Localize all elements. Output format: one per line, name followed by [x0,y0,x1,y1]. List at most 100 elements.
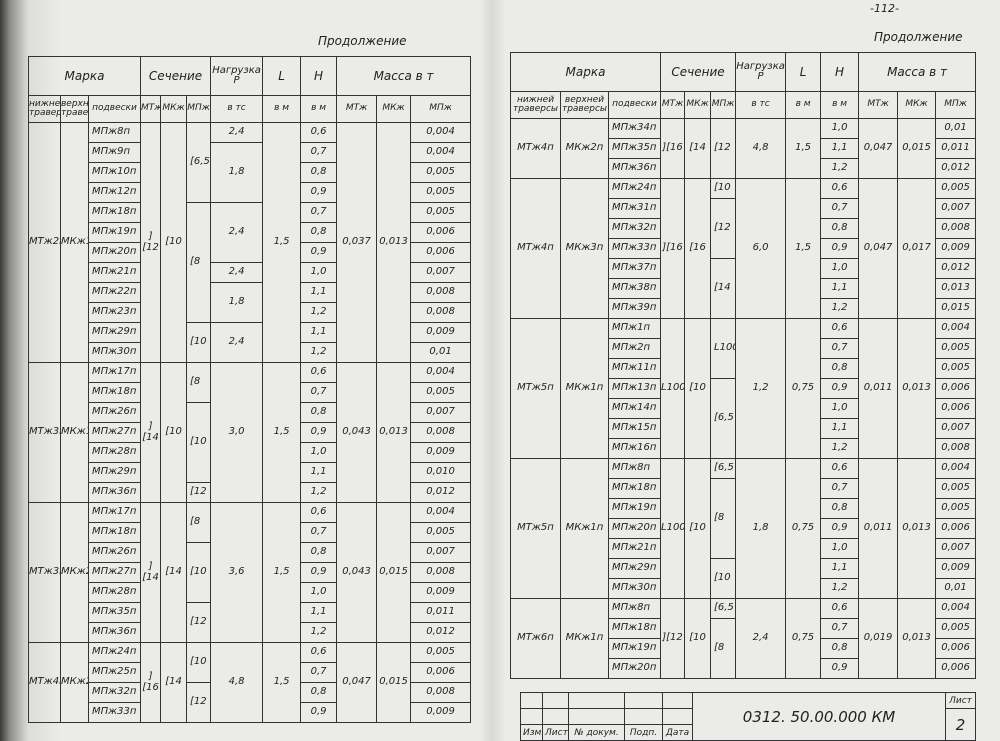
row: МПж16п 1,2 0,008 [511,438,977,459]
mass-mp: 0,005 [410,382,472,403]
mass-mp: 0,007 [410,402,472,423]
mark-lower: МТж5п [510,458,561,599]
height: 0,8 [300,162,338,183]
height: 1,0 [300,442,338,463]
height: 0,6 [300,642,338,663]
column-header: Сечение [140,56,212,96]
load: 4,8 [735,118,787,179]
section-mp: [8 [710,478,737,559]
section-mt: ][16 [140,642,162,723]
mark-lower: МТж5п [510,318,561,459]
mass-mp: 0,006 [935,518,977,539]
row: МПж36п 1,2 0,012 [511,158,977,179]
mark-sub: МПж17п [87,362,142,383]
height: 0,8 [300,682,338,703]
mark-sub: МПж36п [607,158,662,179]
mass-mp: 0,005 [935,338,977,359]
load: 1,2 [735,318,787,459]
height: 1,2 [300,622,338,643]
mark-sub: МПж18п [87,382,142,403]
height: 0,8 [300,402,338,423]
mass-mp: 0,007 [410,262,472,283]
mark-lower: МТж2п [28,122,61,363]
row: Марка Сечение Нагрузка P L H Масса в т [509,52,977,92]
section-mp: [8 [186,202,212,323]
column-header: L [785,52,822,92]
mark-sub: МПж9п [87,142,142,163]
section-mk: [14 [684,118,712,179]
row: МПж14п 1,0 0,006 [511,398,977,419]
section-mt: ][14 [140,502,162,643]
section-mp: [6,5 [710,378,737,459]
mass-mk: 0,013 [376,362,412,503]
mark-sub: МПж19п [607,638,662,659]
height: 0,7 [300,202,338,223]
row: МПж22п 1,8 1,1 0,008 [29,282,472,323]
section-mt: ][12 [660,598,686,679]
mark-sub: МПж19п [87,222,142,243]
height: 0,9 [300,422,338,443]
mass-mk: 0,013 [376,122,412,363]
column-header: в м [820,91,860,119]
row: МПж30п 1,2 0,01 [511,578,977,599]
load: 2,4 [735,598,787,679]
mark-upper: МКж2п [60,502,89,643]
column-header: H [300,56,338,96]
height: 1,1 [820,418,860,439]
mark-sub: МПж25п [87,662,142,683]
load: 1,8 [210,282,264,323]
mark-sub: МПж37п [607,258,662,279]
page-number: -112- [870,2,899,15]
mass-mp: 0,009 [410,442,472,463]
length: 1,5 [262,502,302,643]
row: МПж35п 1,1 0,011 [511,138,977,159]
column-header: подвески [607,91,662,119]
mass-mp: 0,006 [935,398,977,419]
mark-lower: МТж3п [28,502,61,643]
mark-upper: МКж1п [560,458,609,599]
column-header: Масса в т [858,52,977,92]
load: 2,4 [210,122,264,143]
mass-mp: 0,011 [410,602,472,623]
mass-mp: 0,004 [935,318,977,339]
mark-sub: МПж31п [607,198,662,219]
row: МПж19п 0,8 0,006 [29,222,472,243]
length: 1,5 [262,122,302,363]
height: 0,9 [820,238,860,259]
mark-sub: МПж2п [607,338,662,359]
column-header: нижней траверсы [28,95,61,123]
mass-mp: 0,006 [935,638,977,659]
mass-mp: 0,005 [410,522,472,543]
height: 0,8 [820,218,860,239]
column-header: в тс [210,95,264,123]
label: Подп. [624,724,663,741]
title-block: 0312. 50.00.000 КМ Лист 2 Изм. Лист № докум… [520,692,976,741]
section-mp: [10 [186,402,212,483]
mass-mp: 0,005 [410,182,472,203]
mass-mp: 0,008 [410,422,472,443]
height: 0,9 [820,658,860,679]
section-mt: ][16 [660,118,686,179]
column-header: МТж [660,91,686,119]
mass-mp: 0,009 [935,238,977,259]
section-mp: [12 [710,198,737,259]
section-mp: [6,5 [710,458,737,479]
mark-sub: МПж38п [607,278,662,299]
height: 1,1 [300,322,338,343]
row: МПж2п 0,7 0,005 [511,338,977,359]
label: Дата [662,724,693,741]
height: 1,2 [300,482,338,503]
section-mt: L100×8 [660,458,686,599]
mark-sub: МПж35п [607,138,662,159]
mass-mp: 0,015 [935,298,977,319]
mark-sub: МПж8п [607,598,662,619]
mass-mp: 0,009 [410,582,472,603]
mark-sub: МПж36п [87,622,142,643]
mass-mp: 0,012 [410,482,472,503]
height: 1,0 [300,582,338,603]
section-mp: [10 [186,542,212,603]
mark-sub: МПж16п [607,438,662,459]
